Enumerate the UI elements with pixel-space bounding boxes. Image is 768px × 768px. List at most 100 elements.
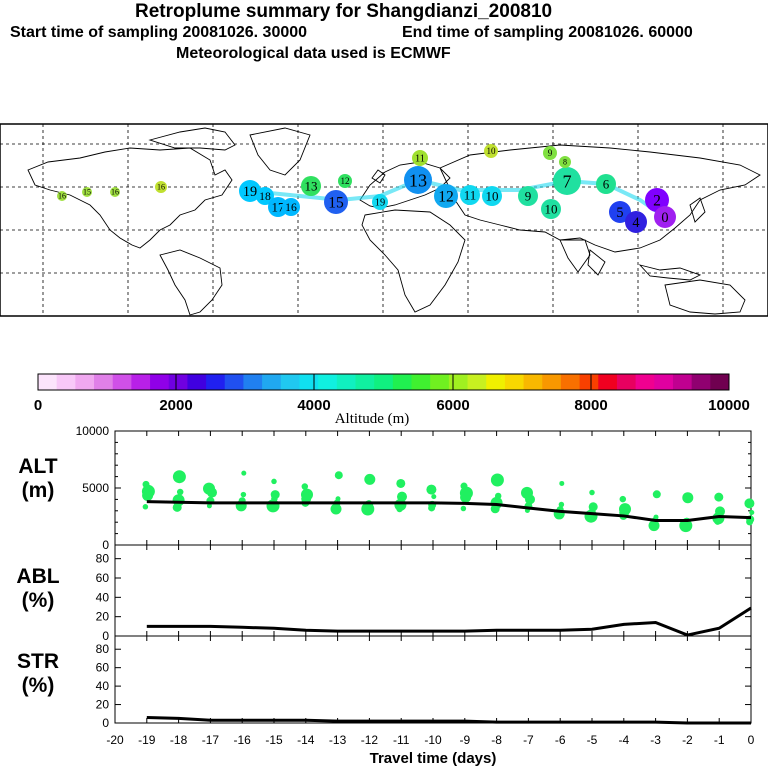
colorbar-swatch <box>691 374 711 390</box>
altitude-dot <box>490 496 503 509</box>
y-tick-label: 10000 <box>76 424 110 438</box>
colorbar-swatch <box>448 374 469 390</box>
altitude-dot <box>589 506 596 514</box>
panel-frame <box>114 635 752 724</box>
abl-axis-label-line2: (%) <box>21 589 55 612</box>
plume-marker: 16 <box>155 181 167 193</box>
plume-day-label: 10 <box>545 202 558 217</box>
altitude-dot <box>749 510 755 516</box>
x-tick-label: -2 <box>682 733 693 747</box>
plume-day-label: 7 <box>562 171 571 191</box>
end-time-label: End time of sampling 20081026. 60000 <box>402 24 693 41</box>
y-tick-label: 0 <box>102 538 109 552</box>
altitude-dot <box>364 473 376 485</box>
altitude-dot <box>397 491 407 502</box>
plume-marker: 8 <box>559 156 571 168</box>
plume-circle <box>484 144 498 158</box>
plume-day-label: 11 <box>464 188 477 203</box>
altitude-dot <box>301 483 309 490</box>
y-tick-label: 20 <box>96 610 110 624</box>
altitude-dot <box>652 490 661 499</box>
x-axis-title: Travel time (days) <box>370 750 497 767</box>
altitude-dot <box>142 504 149 510</box>
colorbar-swatch <box>243 374 263 390</box>
colorbar-swatch <box>299 374 319 390</box>
x-tick-label: -10 <box>424 733 442 747</box>
y-tick-label: 60 <box>96 661 110 675</box>
colorbar-swatch <box>262 374 282 390</box>
plume-circle <box>155 181 167 193</box>
colorbar-swatch <box>523 374 543 390</box>
x-tick-label: -13 <box>329 733 347 747</box>
plume-day-label: 5 <box>616 205 623 221</box>
y-tick-label: 60 <box>96 571 110 585</box>
plume-marker: 19 <box>239 180 261 202</box>
plume-circle <box>625 211 647 233</box>
plume-circle <box>82 187 92 197</box>
plume-day-label: 2 <box>653 192 661 209</box>
x-tick-label: -4 <box>618 733 629 747</box>
colorbar-swatch <box>579 374 599 390</box>
y-tick-label: 5000 <box>82 481 109 495</box>
y-tick-label: 0 <box>102 629 109 643</box>
start-time-label: Start time of sampling 20081026. 30000 <box>10 24 308 41</box>
plume-day-label: 8 <box>563 158 567 167</box>
plume-day-label: 11 <box>415 154 425 165</box>
str-axis-label-line2: (%) <box>21 674 55 697</box>
plume-circle <box>596 174 616 194</box>
plume-day-label: 16 <box>111 187 119 196</box>
colorbar-swatch <box>94 374 114 390</box>
x-tick-label: -17 <box>202 733 220 747</box>
plume-marker: 18 <box>256 187 274 205</box>
chart-title: Retroplume summary for Shangdianzi_20081… <box>135 1 553 22</box>
plume-circle <box>372 194 388 210</box>
colorbar-swatch <box>206 374 226 390</box>
x-tick-label: -12 <box>361 733 379 747</box>
plume-day-label: 9 <box>548 148 553 158</box>
colorbar-swatch <box>411 374 431 390</box>
colorbar-swatch <box>318 374 338 390</box>
plume-marker: 9 <box>518 186 538 206</box>
str-axis-label-line1: STR <box>17 650 59 673</box>
abl-line <box>146 606 752 637</box>
plume-circle <box>324 190 348 214</box>
plume-circle <box>412 150 428 166</box>
plume-day-label: 19 <box>243 184 257 200</box>
plume-marker: 15 <box>324 190 348 214</box>
plume-circle <box>57 191 67 201</box>
colorbar-swatch <box>355 374 375 390</box>
altitude-dot <box>176 488 184 496</box>
x-tick-label: -20 <box>106 733 124 747</box>
altitude-dot <box>490 473 504 487</box>
colorbar-swatch <box>598 374 618 390</box>
x-tick-label: -8 <box>491 733 502 747</box>
plume-day-label: 15 <box>83 187 91 196</box>
plume-marker: 0 <box>654 206 676 228</box>
plume-marker: 16 <box>57 191 67 201</box>
plume-day-label: 12 <box>340 176 350 186</box>
plume-marker: 17 <box>268 197 288 217</box>
x-axis: -20 -19 -18 -17 -16 -15 -14 -13 -12 -11 -10 -9 -8 -7-… <box>106 733 754 767</box>
altitude-distribution <box>141 470 755 533</box>
colorbar-swatch <box>504 374 525 390</box>
mean-altitude-line <box>146 500 752 522</box>
altitude-dot <box>241 470 247 476</box>
colorbar-swatch <box>224 374 244 390</box>
altitude-dot <box>459 486 473 500</box>
plume-marker: 10 <box>541 199 561 219</box>
x-tick-label: -7 <box>523 733 534 747</box>
colorbar-swatch <box>112 374 132 390</box>
altitude-dot <box>334 471 343 480</box>
plume-marker: 13 <box>404 166 432 194</box>
alt-axis-label: ALT (m) <box>8 455 68 503</box>
plume-circle <box>518 186 538 206</box>
altitude-dot <box>428 504 436 512</box>
colorbar-tick-label: 8000 <box>574 397 607 414</box>
met-data-label: Meteorological data used is ECMWF <box>176 45 451 62</box>
abl-axis-label: ABL (%) <box>8 565 68 613</box>
plume-circle <box>609 201 631 223</box>
plume-circle <box>541 199 561 219</box>
